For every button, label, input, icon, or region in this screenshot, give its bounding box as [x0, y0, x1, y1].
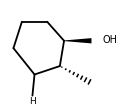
Polygon shape: [64, 38, 91, 43]
Text: H: H: [29, 97, 36, 106]
Text: OH: OH: [102, 35, 117, 45]
